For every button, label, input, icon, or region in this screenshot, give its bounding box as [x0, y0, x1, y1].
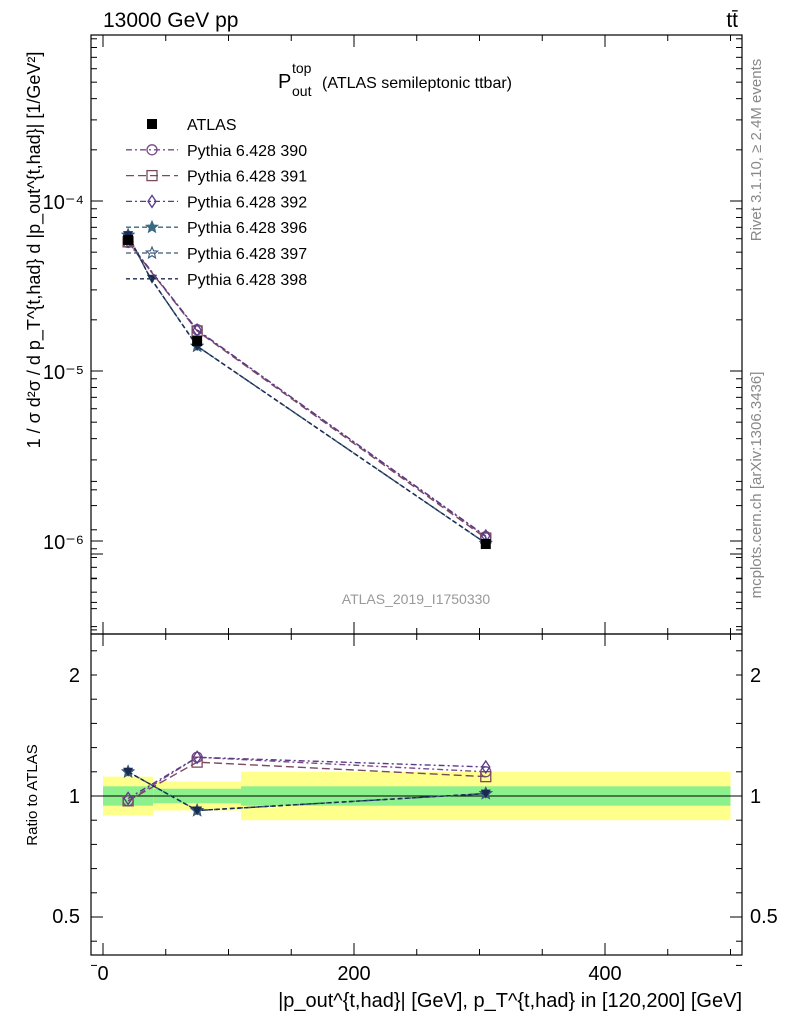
plot-title-sup: top: [292, 60, 312, 76]
atlas-data-point: [192, 336, 203, 347]
legend-marker: [144, 245, 160, 260]
y-main-tick-labels: 10⁻⁶ 10⁻⁵ 10⁻⁴: [43, 192, 84, 554]
series-line: [127, 234, 487, 544]
x-tick-label-0: 0: [97, 963, 108, 985]
legend: ATLAS Pythia 6.428 390 Pythia 6.428 391 Pyt…: [126, 117, 307, 289]
legend-label: Pythia 6.428 391: [187, 169, 307, 186]
rivet-version-label: Rivet 3.1.10, ≥ 2.4M events: [748, 59, 765, 242]
legend-marker: [146, 169, 158, 182]
ratio-series-layer: [121, 750, 493, 817]
main-series-layer: [121, 227, 493, 550]
x-axis-label: |p_out^{t,had}| [GeV], p_T^{t,had} in [1…: [278, 990, 742, 1012]
y-ratio-tick-0-5: 0.5: [52, 906, 80, 928]
legend-label: Pythia 6.428 397: [187, 246, 307, 263]
y-axis-label-ratio: Ratio to ATLAS: [24, 744, 41, 845]
process-label: tt̄: [726, 9, 738, 32]
y-ratio-tick-1-right: 1: [750, 786, 761, 808]
ratio-point: [192, 806, 203, 816]
series-line: [127, 240, 487, 537]
y-ratio-tick-1: 1: [69, 786, 80, 808]
ratio-point: [122, 795, 134, 807]
y-tick-label-1e-5: 10⁻⁵: [43, 362, 84, 384]
plot-title: P top out (ATLAS semileptonic ttbar): [278, 60, 512, 99]
y-ratio-tick-2: 2: [69, 665, 80, 687]
analysis-id-label: ATLAS_2019_I1750330: [342, 591, 491, 607]
legend-marker: [147, 119, 157, 129]
plot-title-sub: out: [292, 83, 312, 99]
legend-label: Pythia 6.428 398: [187, 272, 307, 289]
atlas-data-point: [123, 234, 134, 245]
ratio-point: [480, 770, 492, 783]
x-tick-label-400: 400: [588, 963, 621, 985]
y-tick-label-1e-4: 10⁻⁴: [43, 192, 84, 214]
x-tick-labels: 0 200 400: [97, 963, 621, 985]
axis-ticks: [91, 35, 742, 966]
y-ratio-tick-0-5-right: 0.5: [750, 906, 778, 928]
atlas-data-point: [480, 539, 491, 550]
energy-label: 13000 GeV pp: [103, 9, 238, 32]
y-tick-label-1e-6: 10⁻⁶: [43, 532, 84, 554]
series-line: [127, 234, 487, 544]
mcplots-reference-label: mcplots.cern.ch [arXiv:1306.3436]: [748, 372, 765, 599]
legend-marker: [144, 219, 160, 234]
legend-label: ATLAS: [187, 117, 237, 134]
y-ratio-tick-2-right: 2: [750, 665, 761, 687]
legend-label: Pythia 6.428 396: [187, 220, 307, 237]
ratio-series-line: [127, 756, 486, 800]
plot-title-text: (ATLAS semileptonic ttbar): [322, 75, 512, 92]
legend-label: Pythia 6.428 392: [187, 194, 307, 211]
legend-label: Pythia 6.428 390: [187, 143, 307, 160]
x-tick-label-200: 200: [337, 963, 370, 985]
y-ratio-tick-labels: 0.5 1 2 0.5 1 2: [52, 665, 778, 928]
legend-marker: [147, 194, 157, 209]
ratio-point: [123, 767, 134, 777]
legend-marker: [146, 144, 158, 156]
y-axis-label-main: 1 / σ d²σ / d p_T^{t,had} d |p_out^{t,ha…: [24, 52, 45, 449]
ratio-series-line: [127, 771, 486, 812]
ratio-point: [480, 759, 491, 775]
ratio-point: [123, 791, 133, 806]
plot-title-main: P: [278, 71, 291, 93]
ratio-point: [480, 789, 491, 799]
ratio-point: [192, 750, 202, 765]
